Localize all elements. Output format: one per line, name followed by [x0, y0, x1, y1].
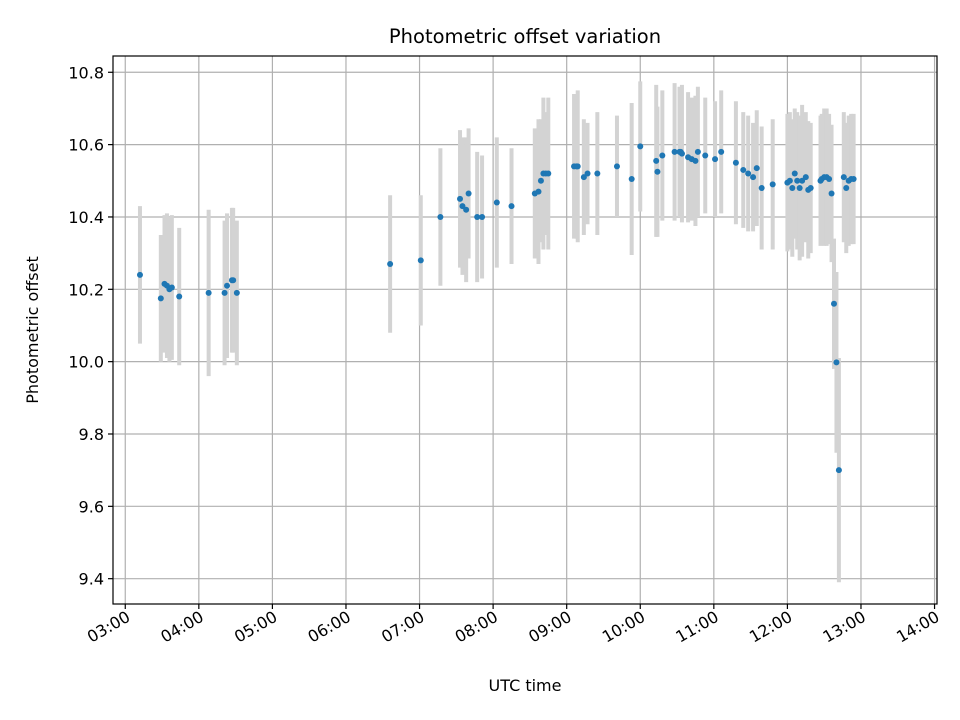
x-axis-label: UTC time: [489, 676, 562, 695]
data-points: [136, 143, 857, 474]
data-point: [753, 165, 760, 172]
data-point: [831, 300, 837, 307]
data-point: [786, 177, 793, 184]
data-point: [843, 185, 850, 192]
data-point: [671, 148, 678, 155]
data-point: [136, 271, 143, 278]
data-point: [457, 195, 464, 202]
data-point: [833, 359, 840, 366]
data-point: [230, 277, 237, 284]
data-point: [826, 175, 833, 182]
data-point: [840, 174, 847, 181]
data-point: [769, 181, 776, 188]
data-point: [758, 185, 765, 192]
data-point: [387, 260, 394, 267]
y-tick-label: 10.2: [68, 280, 104, 299]
data-point: [750, 174, 757, 181]
data-point: [479, 213, 486, 220]
data-point: [221, 289, 228, 296]
data-point: [580, 174, 587, 181]
data-point: [594, 170, 601, 177]
data-point: [459, 203, 466, 210]
data-point: [508, 203, 515, 210]
y-tick-label: 10.8: [68, 63, 104, 82]
data-point: [465, 190, 472, 197]
data-point: [157, 295, 164, 302]
y-tick-label: 9.6: [79, 497, 104, 516]
data-point: [637, 143, 644, 150]
data-point: [653, 157, 660, 164]
data-point: [463, 206, 470, 213]
data-point: [718, 148, 725, 155]
y-tick-label: 9.8: [79, 425, 104, 444]
y-tick-label: 10.4: [68, 208, 104, 227]
y-tick-label: 10.0: [68, 353, 104, 372]
y-axis-label: Photometric offset: [23, 256, 42, 404]
data-point: [545, 170, 552, 177]
data-point: [176, 293, 183, 300]
data-point: [535, 188, 542, 195]
data-point: [694, 148, 701, 155]
data-point: [702, 152, 709, 159]
data-point: [791, 170, 798, 177]
data-point: [678, 150, 685, 157]
data-point: [437, 213, 444, 220]
data-point: [828, 190, 835, 197]
data-point: [654, 168, 661, 175]
data-point: [474, 213, 481, 220]
plot-frame: [112, 55, 938, 605]
data-point: [799, 177, 806, 184]
y-tick-label: 9.4: [79, 570, 104, 589]
data-point: [659, 152, 666, 159]
data-point: [740, 166, 747, 173]
y-tick-label: 10.6: [68, 136, 104, 155]
data-point: [802, 174, 809, 181]
data-point: [835, 467, 842, 474]
data-point: [745, 170, 752, 177]
data-point: [584, 170, 591, 177]
data-point: [613, 163, 620, 170]
data-point: [692, 157, 699, 164]
data-point: [712, 156, 719, 163]
data-point: [417, 257, 424, 264]
data-point: [168, 284, 175, 291]
data-point: [574, 163, 581, 170]
grid: [113, 56, 937, 604]
data-point: [794, 177, 801, 184]
data-point: [850, 175, 857, 182]
data-point: [537, 177, 544, 184]
data-point: [233, 289, 240, 296]
data-point: [628, 175, 635, 182]
data-point: [205, 289, 212, 296]
data-point: [732, 159, 739, 166]
data-point: [224, 282, 231, 289]
data-point: [789, 185, 796, 192]
data-point: [796, 185, 803, 192]
chart-title: Photometric offset variation: [389, 25, 661, 48]
data-point: [807, 185, 814, 192]
data-point: [493, 199, 500, 206]
